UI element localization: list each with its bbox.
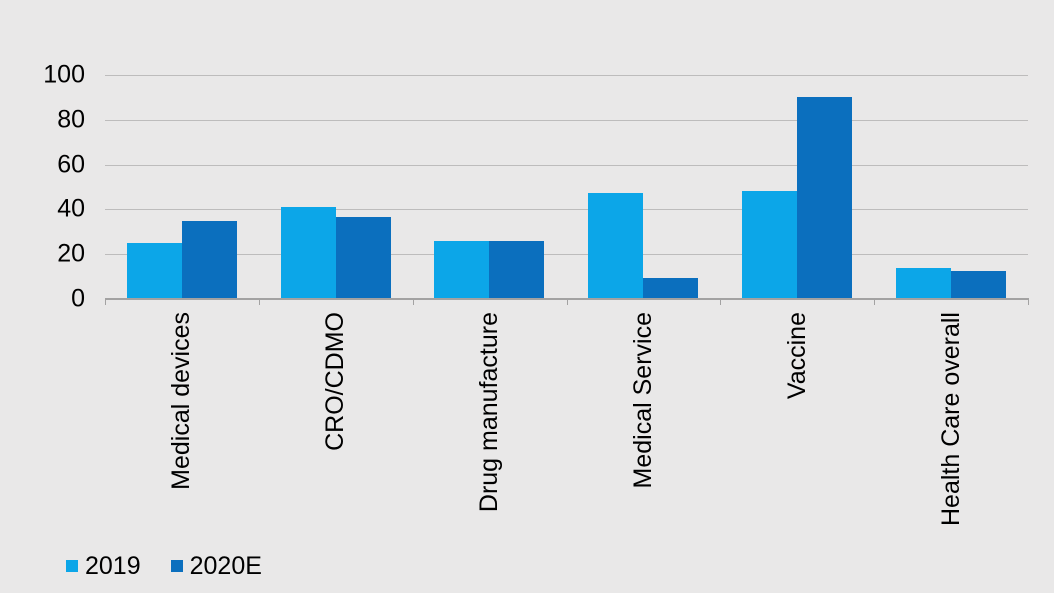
legend-item-2020e: 2020E [170,551,262,581]
x-axis-tick [258,300,260,305]
gridline-60 [105,164,1028,166]
legend-item-2019: 2019 [66,551,141,581]
bar-2020e-health-care-overall [950,271,1006,299]
y-axis-label-60: 60 [57,150,85,179]
bar-2020e-drug-manufacture [489,240,545,299]
x-axis-tick [1028,300,1029,305]
plot-area [105,75,1028,299]
bar-2019-drug-manufacture [434,240,490,299]
x-axis-tick [412,300,414,305]
x-axis-tick [720,300,722,305]
legend-label-2019: 2019 [85,552,141,580]
bar-2019-medical-devices [126,243,182,299]
gridline-80 [105,119,1028,121]
bar-2019-vaccine [742,191,798,299]
gridline-20 [105,254,1028,256]
x-axis-label-vaccine: Vaccine [782,312,811,400]
x-axis-label-medical-service: Medical Service [628,312,657,489]
y-axis-label-40: 40 [57,194,85,223]
bar-2020e-medical-service [643,277,699,299]
x-axis-tick [874,300,876,305]
x-axis-line [105,298,1029,300]
x-axis-label-health-care-overall: Health Care overall [936,312,965,526]
bar-2020e-vaccine [797,97,853,299]
y-axis-label-20: 20 [57,239,85,268]
bar-2020e-medical-devices [181,220,237,299]
bar-2019-medical-service [588,192,644,299]
legend-label-2020e: 2020E [189,552,262,580]
legend: 2019 2020E [66,551,262,581]
y-axis-label-80: 80 [57,105,85,134]
bar-2019-cro-cdmo [280,207,336,299]
gridline-40 [105,209,1028,211]
bar-2019-health-care-overall [895,267,951,299]
gridline-100 [105,75,1028,76]
x-axis-tick [105,300,106,305]
x-axis-label-cro-cdmo: CRO/CDMO [321,312,350,451]
x-axis-tick [566,300,568,305]
legend-swatch-2019 [66,560,78,572]
x-axis-label-drug-manufacture: Drug manufacture [475,312,504,513]
y-axis-label-0: 0 [71,284,85,313]
bar-2020e-cro-cdmo [335,217,391,299]
y-axis-label-100: 100 [43,60,85,89]
legend-swatch-2020e [170,560,183,572]
x-axis-label-medical-devices: Medical devices [167,312,196,490]
